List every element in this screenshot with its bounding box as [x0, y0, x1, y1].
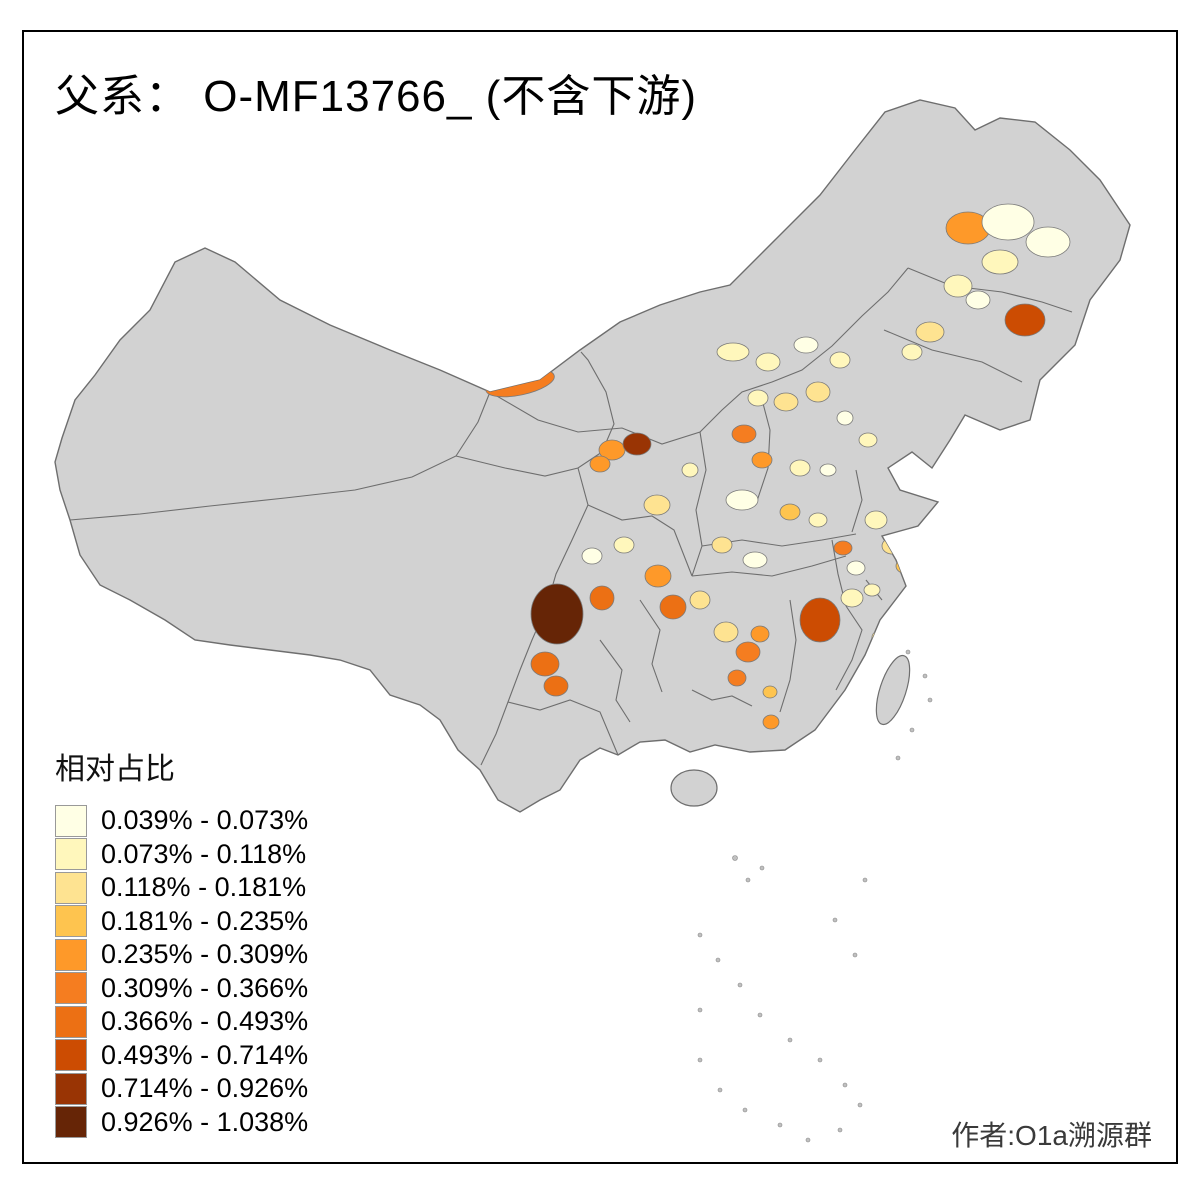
prefecture-region	[836, 410, 854, 426]
author-credit: 作者:O1a溯源群	[951, 1120, 1152, 1151]
legend-label: 0.073% - 0.118%	[101, 838, 307, 869]
legend-label: 0.366% - 0.493%	[101, 1006, 309, 1037]
legend-label: 0.181% - 0.235%	[101, 905, 309, 936]
prefecture-region	[581, 547, 603, 565]
prefecture-region	[901, 343, 923, 361]
legend-rows: 0.039% - 0.073% 0.073% - 0.118% 0.118% - 0…	[55, 804, 308, 1139]
prefecture-region	[689, 590, 711, 610]
legend: 相对占比 0.039% - 0.073% 0.073% - 0.118% 0.118…	[55, 744, 308, 1139]
map-title: 父系： O-MF13766_ (不含下游)	[55, 72, 697, 121]
legend-swatch	[55, 1039, 87, 1072]
prefecture-region	[747, 389, 769, 407]
legend-swatch	[55, 871, 87, 904]
legend-row: 0.366% - 0.493%	[55, 1005, 308, 1039]
legend-row: 0.926% - 1.038%	[55, 1106, 308, 1140]
prefecture-region	[819, 463, 837, 477]
prefecture-region	[858, 432, 878, 448]
legend-swatch	[55, 1106, 87, 1139]
prefecture-region	[731, 424, 757, 444]
legend-row: 0.118% - 0.181%	[55, 871, 308, 905]
prefecture-region	[716, 342, 750, 362]
prefecture-region	[981, 249, 1019, 275]
legend-swatch	[55, 838, 87, 871]
prefecture-region	[793, 336, 819, 354]
prefecture-region	[750, 625, 770, 643]
prefecture-region	[1004, 303, 1046, 337]
prefecture-region	[643, 494, 671, 516]
prefecture-region	[833, 540, 853, 556]
prefecture-region	[789, 459, 811, 477]
prefecture-region	[727, 669, 747, 687]
prefecture-region	[613, 536, 635, 554]
prefecture-region	[864, 510, 888, 530]
prefecture-region	[773, 392, 799, 412]
prefecture-region	[471, 368, 497, 388]
legend-title: 相对占比	[55, 753, 175, 786]
prefecture-region	[799, 597, 841, 643]
legend-label: 0.926% - 1.038%	[101, 1106, 309, 1137]
prefecture-region	[681, 462, 699, 478]
legend-label: 0.309% - 0.366%	[101, 972, 309, 1003]
legend-label: 0.039% - 0.073%	[101, 805, 309, 836]
mainland-landmass	[54, 99, 1131, 813]
legend-swatch	[55, 905, 87, 938]
legend-label: 0.235% - 0.309%	[101, 939, 309, 970]
legend-label: 0.714% - 0.926%	[101, 1073, 309, 1104]
prefecture-region	[779, 503, 801, 521]
prefecture-region	[871, 630, 887, 644]
province-borders	[69, 267, 1073, 766]
prefecture-region	[805, 381, 831, 403]
legend-row: 0.235% - 0.309%	[55, 938, 308, 972]
prefecture-region	[659, 594, 687, 620]
prefecture-region	[589, 455, 611, 473]
legend-swatch	[55, 1005, 87, 1038]
prefecture-region	[530, 583, 584, 645]
prefecture-region	[965, 290, 991, 310]
prefecture-region	[543, 675, 569, 697]
legend-swatch	[55, 972, 87, 1005]
legend-label: 0.118% - 0.181%	[101, 872, 307, 903]
prefecture-region	[713, 621, 739, 643]
prefecture-region	[762, 685, 778, 699]
prefecture-region	[751, 451, 773, 469]
prefecture-region	[846, 560, 866, 576]
legend-swatch	[55, 938, 87, 971]
prefecture-region	[589, 585, 615, 611]
prefecture-region	[711, 536, 733, 554]
prefecture-region	[530, 651, 560, 677]
prefecture-region	[863, 583, 881, 597]
hainan-island	[670, 769, 718, 807]
legend-row: 0.714% - 0.926%	[55, 1072, 308, 1106]
prefecture-region	[622, 432, 652, 456]
legend-row: 0.181% - 0.235%	[55, 905, 308, 939]
prefecture-region	[755, 352, 781, 372]
prefecture-region	[762, 714, 780, 730]
legend-row: 0.039% - 0.073%	[55, 804, 308, 838]
legend-swatch	[55, 804, 87, 837]
prefecture-region	[725, 489, 759, 511]
prefecture-region	[915, 321, 945, 343]
prefecture-region	[808, 512, 828, 528]
prefecture-region	[840, 588, 864, 608]
legend-label: 0.493% - 0.714%	[101, 1039, 309, 1070]
taiwan-island	[875, 654, 911, 726]
legend-row: 0.073% - 0.118%	[55, 838, 308, 872]
prefecture-region	[1025, 226, 1071, 258]
legend-row: 0.493% - 0.714%	[55, 1039, 308, 1073]
prefecture-region	[829, 351, 851, 369]
sea-islands	[697, 649, 933, 1143]
prefecture-region	[981, 203, 1035, 241]
legend-row: 0.309% - 0.366%	[55, 972, 308, 1006]
legend-swatch	[55, 1072, 87, 1105]
prefecture-region	[943, 274, 973, 298]
prefecture-region	[644, 564, 672, 588]
prefecture-region	[735, 641, 761, 663]
prefecture-region	[742, 551, 768, 569]
